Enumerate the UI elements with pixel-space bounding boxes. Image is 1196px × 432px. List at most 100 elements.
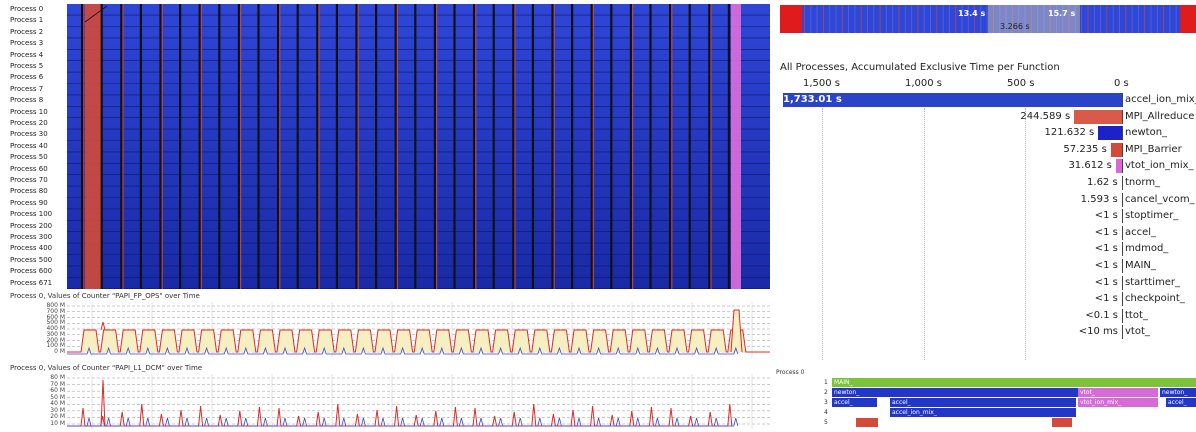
sync-marker — [433, 4, 436, 289]
mpi-marker — [592, 4, 594, 289]
sync-marker — [610, 4, 613, 289]
function-row[interactable]: 244.589 s MPI_Allreduce — [780, 109, 1196, 125]
call-stack-bar[interactable]: MAIN_ — [832, 378, 1196, 387]
overview-tick — [942, 5, 944, 33]
function-time-value: <0.1 s — [1085, 309, 1118, 321]
sync-marker — [669, 4, 672, 289]
call-depth-label: 1 — [824, 379, 828, 386]
process-label[interactable]: Process 30 — [10, 130, 48, 139]
process-label[interactable]: Process 671 — [10, 278, 53, 287]
counter-y-tick: 10 M — [50, 420, 65, 427]
mpi-marker — [514, 4, 516, 289]
call-stack-bar[interactable]: accel_ — [1166, 398, 1196, 407]
timeline-canvas[interactable] — [67, 4, 770, 289]
function-row[interactable]: <1 s mdmod_ — [780, 241, 1196, 257]
master-timeline[interactable] — [67, 4, 770, 289]
call-stack-view[interactable]: Process 0 1 2 3 4 5 MAIN_ newton_ vtot_ newton_… — [776, 366, 1196, 432]
function-row[interactable]: <1 s MAIN_ — [780, 258, 1196, 274]
process-label[interactable]: Process 10 — [10, 107, 48, 116]
process-label[interactable]: Process 3 — [10, 39, 44, 48]
counter-chart-l1-dcm[interactable] — [67, 374, 770, 429]
process-label[interactable]: Process 200 — [10, 221, 53, 230]
process-label[interactable]: Process 8 — [10, 96, 44, 105]
call-stack-bar[interactable] — [1052, 418, 1072, 427]
fp-ops-spike — [100, 321, 106, 331]
call-stack-bar[interactable]: vtot_ — [1078, 388, 1158, 397]
process-label[interactable]: Process 400 — [10, 244, 53, 253]
overview-tick — [1131, 5, 1133, 33]
function-row[interactable]: 121.632 s newton_ — [780, 125, 1196, 141]
fp-ops-secondary-line — [67, 346, 739, 355]
overview-edge-left — [780, 5, 802, 33]
sync-marker — [531, 4, 534, 289]
counter-title-fp-ops: Process 0, Values of Counter "PAPI_FP_OP… — [10, 292, 200, 300]
call-stack-bar[interactable]: accel_ion_mix_ — [890, 408, 1076, 417]
process-label[interactable]: Process 0 — [10, 5, 44, 13]
counter-y-tick: 700 M — [46, 307, 65, 315]
zero-axis-tick — [1122, 292, 1123, 307]
function-row[interactable]: <1 s checkpoint_ — [780, 291, 1196, 307]
counter-y-tick: 0 M — [54, 348, 65, 355]
process-label[interactable]: Process 90 — [10, 198, 48, 207]
process-label[interactable]: Process 300 — [10, 233, 53, 241]
call-stack-bar[interactable]: vtot_ion_mix_ — [1078, 398, 1158, 407]
sync-marker — [571, 4, 574, 289]
function-row[interactable]: 1.593 s cancel_vcom_ — [780, 192, 1196, 208]
zoom-overview-strip[interactable]: 13.4 s 15.7 s 3.266 s — [780, 5, 1196, 33]
process-label[interactable]: Process 1 — [10, 16, 44, 25]
sync-marker — [375, 4, 378, 289]
function-row[interactable]: 1.62 s tnorm_ — [780, 175, 1196, 191]
overview-tick — [1100, 5, 1102, 33]
process-label[interactable]: Process 40 — [10, 141, 48, 150]
function-row[interactable]: <1 s accel_ — [780, 225, 1196, 241]
overview-tick — [930, 5, 931, 33]
counter-y-tick: 600 M — [46, 313, 65, 321]
overview-tick — [829, 5, 831, 33]
process-label[interactable]: Process 6 — [10, 73, 44, 82]
process-label[interactable]: Process 20 — [10, 119, 48, 127]
mpi-marker — [279, 4, 281, 289]
call-stack-bar[interactable]: newton_ — [1160, 388, 1196, 397]
counter-canvas-l1-dcm[interactable] — [67, 374, 770, 429]
sync-marker — [492, 4, 495, 289]
sync-marker — [414, 4, 417, 289]
function-row[interactable]: 57.235 s MPI_Barrier — [780, 142, 1196, 158]
function-row[interactable]: <1 s stoptimer_ — [780, 208, 1196, 224]
call-stack-bar[interactable]: newton_ — [832, 388, 1078, 397]
process-label[interactable]: Process 500 — [10, 255, 53, 264]
process-label[interactable]: Process 50 — [10, 153, 48, 162]
function-row[interactable]: <10 ms vtot_ — [780, 324, 1196, 340]
process-label[interactable]: Process 100 — [10, 210, 53, 219]
call-stack-bar[interactable]: accel_ — [832, 398, 877, 407]
function-row[interactable]: <1 s starttimer_ — [780, 275, 1196, 291]
counter-y-tick: 400 M — [46, 325, 65, 332]
sync-marker — [296, 4, 299, 289]
process-label[interactable]: Process 5 — [10, 62, 44, 70]
process-label[interactable]: Process 80 — [10, 187, 48, 196]
process-label[interactable]: Process 60 — [10, 164, 48, 173]
function-name: mdmod_ — [1125, 243, 1169, 255]
process-label[interactable]: Process 4 — [10, 50, 44, 59]
counter-canvas-fp-ops[interactable] — [67, 302, 770, 357]
axis-tick-500: 500 s — [1007, 78, 1035, 89]
counter-chart-fp-ops[interactable] — [67, 302, 770, 357]
sync-marker — [355, 4, 358, 289]
overview-tick — [1144, 5, 1146, 33]
mpi-marker — [671, 4, 673, 289]
process-label[interactable]: Process 2 — [10, 27, 44, 36]
function-time-value: 1,733.01 s — [783, 94, 842, 105]
function-row[interactable]: 1,733.01 s accel_ion_mix_ — [780, 92, 1196, 108]
process-label[interactable]: Process 70 — [10, 176, 48, 184]
function-row[interactable]: <0.1 s ttot_ — [780, 308, 1196, 324]
function-row[interactable]: 31.612 s vtot_ion_mix_ — [780, 158, 1196, 174]
overview-tick — [1169, 5, 1171, 33]
sync-marker — [237, 4, 240, 289]
call-stack-bar[interactable]: accel_ — [890, 398, 1076, 407]
mpi-marker — [553, 4, 555, 289]
overview-selection-window[interactable] — [988, 5, 1080, 33]
call-stack-bar[interactable] — [856, 418, 878, 427]
process-label[interactable]: Process 7 — [10, 84, 44, 93]
process-label[interactable]: Process 600 — [10, 267, 53, 276]
l1-dcm-spike — [100, 379, 106, 427]
fp-ops-spike — [730, 309, 743, 353]
